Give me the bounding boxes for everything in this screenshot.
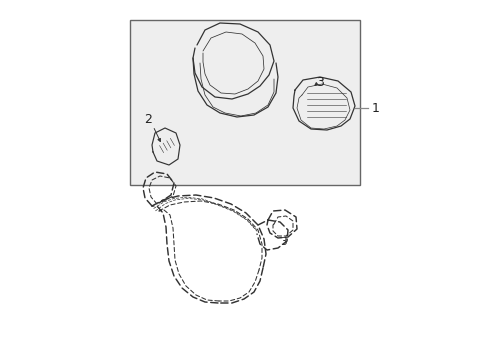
Text: 2: 2 [144, 112, 152, 126]
Text: 1: 1 [371, 102, 379, 114]
Bar [130, 20, 359, 185]
Text: 3: 3 [315, 76, 323, 89]
Text: 3: 3 [279, 237, 286, 247]
